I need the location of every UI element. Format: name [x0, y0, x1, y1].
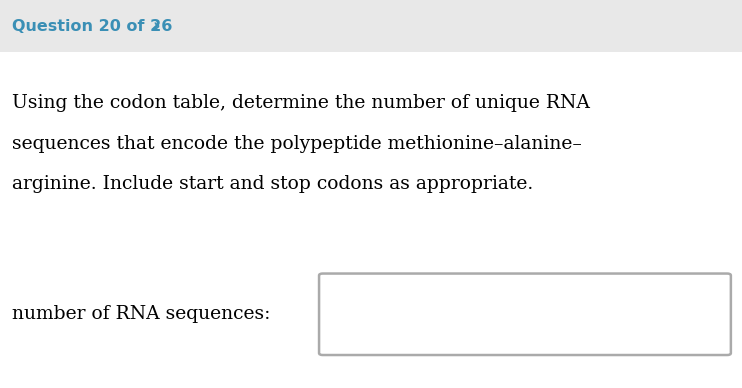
FancyBboxPatch shape: [319, 274, 731, 355]
Text: ›: ›: [152, 17, 160, 36]
Text: sequences that encode the polypeptide methionine–alanine–: sequences that encode the polypeptide me…: [12, 135, 582, 152]
Bar: [0, 0, 742, 52]
Text: Question 20 of 26: Question 20 of 26: [12, 19, 172, 34]
Text: arginine. Include start and stop codons as appropriate.: arginine. Include start and stop codons …: [12, 175, 533, 193]
Text: number of RNA sequences:: number of RNA sequences:: [12, 305, 270, 323]
Text: Using the codon table, determine the number of unique RNA: Using the codon table, determine the num…: [12, 94, 590, 112]
